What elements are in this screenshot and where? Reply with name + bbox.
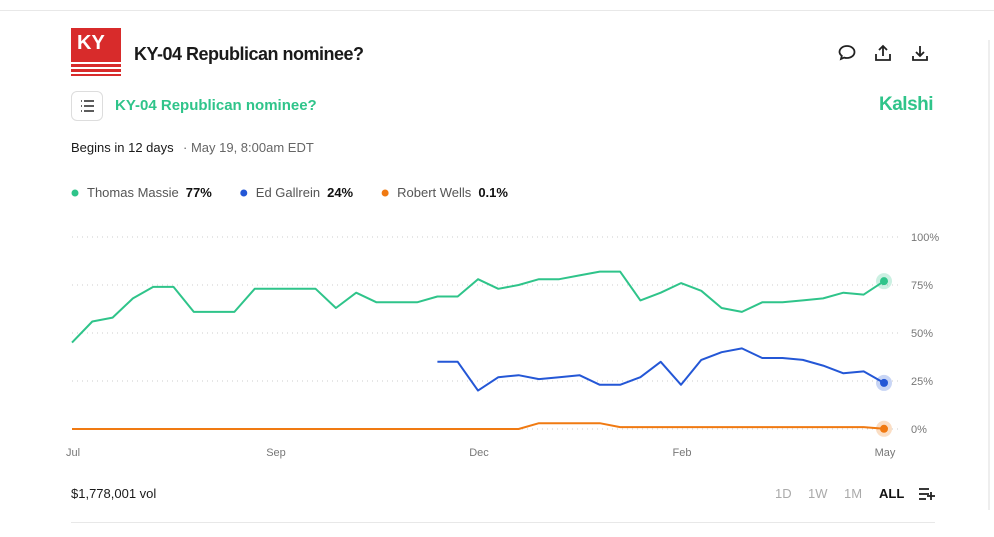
chart: Thomas Massie 77% Ed Gallrein 24% Robert Wel… <box>66 185 939 459</box>
divider <box>71 522 935 523</box>
chart-title: KY-04 Republican nominee? <box>115 97 317 114</box>
share-icon[interactable] <box>873 43 893 63</box>
series-line <box>71 270 885 344</box>
end-point <box>880 378 888 387</box>
x-tick-label: Jul <box>66 447 80 459</box>
volume: $1,778,001 vol <box>71 486 157 501</box>
y-tick-label: 75% <box>911 280 933 292</box>
x-tick-label: Dec <box>469 447 489 459</box>
legend-dot <box>71 189 79 197</box>
options-icon[interactable] <box>918 486 936 502</box>
range-button[interactable]: ALL <box>879 486 905 501</box>
download-icon[interactable] <box>910 43 930 63</box>
legend-value: 24% <box>327 185 353 200</box>
legend-value: 0.1% <box>478 185 508 200</box>
brand: Kalshi <box>879 94 934 115</box>
start-time: · May 19, 8:00am EDT <box>183 140 314 155</box>
divider <box>0 10 994 11</box>
logo-text: KY <box>77 32 105 54</box>
legend-dot <box>240 189 248 197</box>
range-button[interactable]: 1W <box>808 486 828 501</box>
begins: Begins in 12 days <box>71 140 174 155</box>
legend-name: Thomas Massie <box>87 185 179 200</box>
market-logo: KY <box>71 28 121 76</box>
end-point <box>880 277 888 286</box>
menu-button[interactable] <box>71 91 103 121</box>
range-button[interactable]: 1D <box>775 486 792 501</box>
y-tick-label: 50% <box>911 328 933 340</box>
y-tick-label: 0% <box>911 424 927 436</box>
series-line <box>72 422 885 430</box>
series-line <box>437 347 885 392</box>
legend-name: Robert Wells <box>397 185 472 200</box>
scrollbar <box>988 40 990 510</box>
legend-dot <box>381 189 389 197</box>
legend-value: 77% <box>186 185 212 200</box>
market-title: KY-04 Republican nominee? <box>134 44 364 64</box>
y-tick-label: 100% <box>911 232 939 244</box>
x-tick-label: Feb <box>673 447 692 459</box>
y-tick-label: 25% <box>911 376 933 388</box>
range-button[interactable]: 1M <box>844 486 863 501</box>
x-tick-label: Sep <box>266 447 286 459</box>
end-point <box>880 424 888 433</box>
comment-icon[interactable] <box>837 43 857 63</box>
x-tick-label: May <box>875 447 896 459</box>
legend-name: Ed Gallrein <box>256 185 320 200</box>
